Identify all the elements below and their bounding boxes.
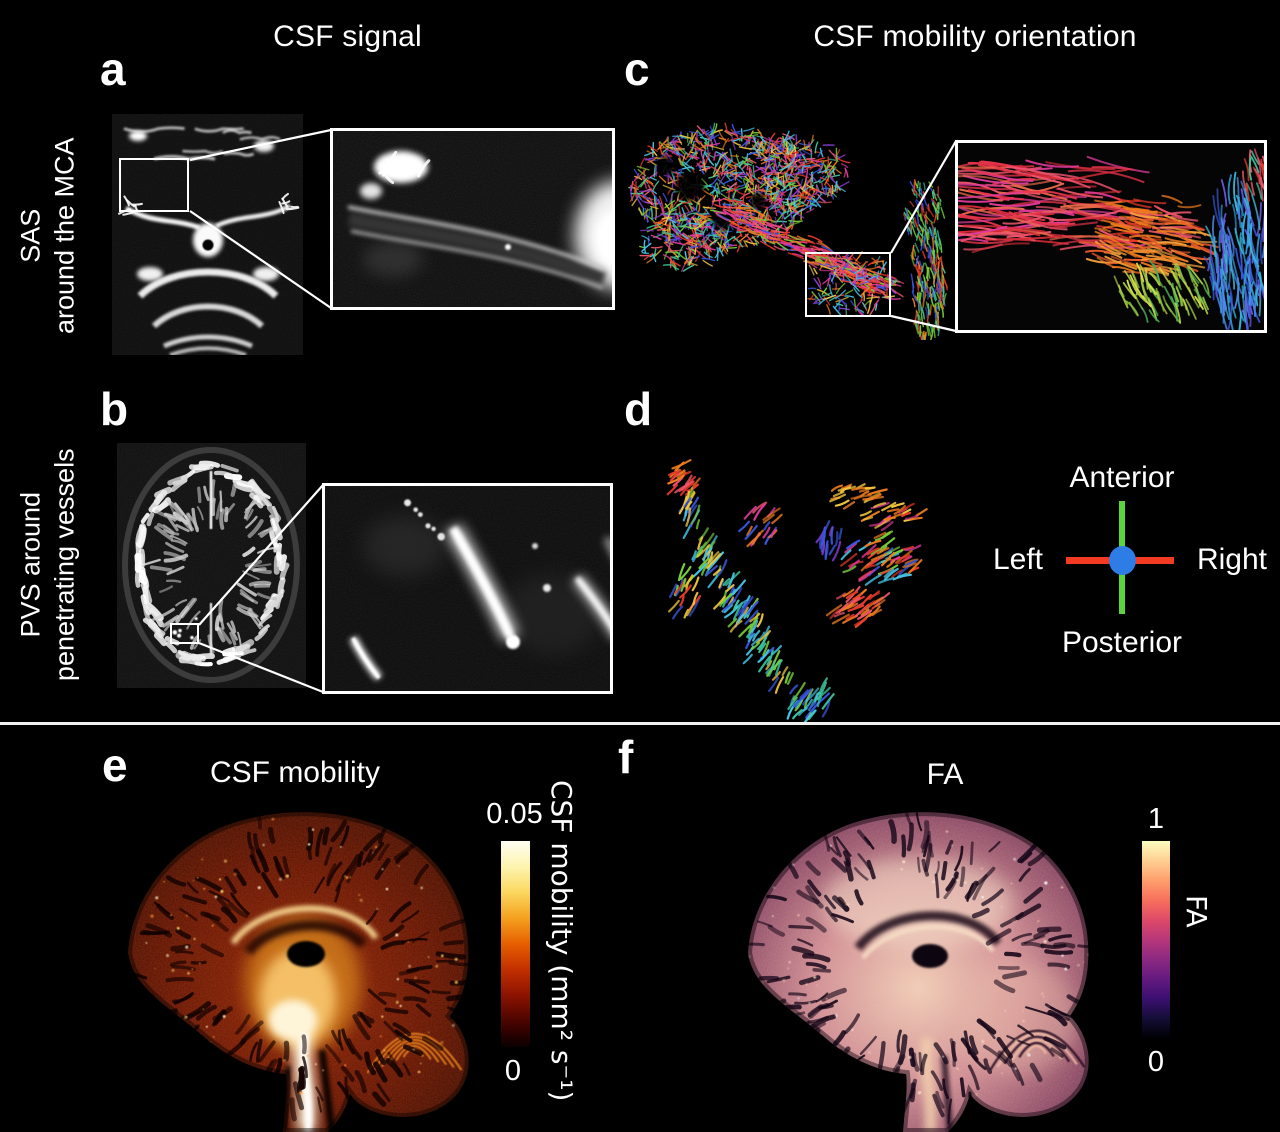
- panel-a-roi-box: [119, 158, 189, 212]
- compass-left-label: Left: [992, 543, 1044, 576]
- fa-colorbar: [1142, 841, 1170, 1038]
- row-header-sas-mca: SAS around the MCA: [2, 80, 94, 392]
- panel-b-mri-art: [117, 443, 306, 688]
- panel-c-inset-art: [958, 148, 1264, 330]
- csf-mobility-colorbar-unit-label: CSF mobility (mm² s⁻¹): [545, 780, 578, 1102]
- csf-mobility-colorbar: [501, 841, 530, 1047]
- panel-c-fiber-art: [628, 122, 948, 340]
- csf-mobility-colorbar-max: 0.05: [486, 798, 543, 830]
- fa-colorbar-max: 1: [1147, 803, 1165, 835]
- compass-right-label: Right: [1196, 543, 1268, 576]
- column-header-csf-mobility-orientation: CSF mobility orientation: [813, 20, 1137, 53]
- panel-b-mri-image: [117, 443, 306, 688]
- fa-colorbar-min: 0: [1147, 1046, 1165, 1078]
- panel-a-inset-art: [333, 131, 612, 307]
- panel-label-d: d: [624, 383, 653, 435]
- panel-label-c: c: [624, 43, 650, 95]
- panel-f-brain-art: [748, 812, 1089, 1132]
- csf-mobility-colorbar-min: 0: [504, 1055, 522, 1087]
- panel-e-brain-image: [98, 788, 493, 1132]
- panel-c-inset: [955, 140, 1267, 333]
- panel-f-brain-image: [718, 788, 1118, 1132]
- compass-anterior-label: Anterior: [1069, 461, 1175, 494]
- panel-label-f: f: [618, 731, 634, 783]
- panel-label-e: e: [102, 739, 128, 791]
- row-header-pvs: PVS around penetrating vessels: [2, 415, 94, 715]
- row-header-line: PVS around: [15, 492, 46, 638]
- row-header-line: around the MCA: [49, 137, 80, 335]
- panel-c-roi-box: [805, 252, 891, 317]
- panel-label-b: b: [100, 383, 129, 435]
- panel-e-title: CSF mobility: [209, 756, 381, 789]
- row-header-line: SAS: [15, 208, 46, 264]
- fa-colorbar-unit-label: FA: [1180, 895, 1213, 928]
- panel-b-inset: [322, 483, 613, 694]
- panel-c-orientation-image: [628, 116, 948, 340]
- panel-label-a: a: [100, 43, 126, 95]
- panel-a-mri-image: [112, 114, 303, 355]
- panel-b-inset-art: [325, 486, 610, 691]
- panel-a-inset: [330, 128, 615, 310]
- column-header-csf-signal: CSF signal: [273, 20, 422, 53]
- panel-d-orientation-image: [645, 452, 997, 728]
- section-divider-line: [0, 722, 1280, 725]
- compass-posterior-label: Posterior: [1061, 626, 1183, 659]
- panel-d-fiber-art: [666, 459, 928, 725]
- compass-origin-dot: [1109, 546, 1136, 575]
- row-header-line: penetrating vessels: [49, 448, 80, 682]
- panel-e-brain-art: [128, 812, 469, 1132]
- panel-a-mri-art: [112, 114, 303, 355]
- panel-b-roi-box: [170, 623, 199, 644]
- panel-f-title: FA: [926, 758, 964, 791]
